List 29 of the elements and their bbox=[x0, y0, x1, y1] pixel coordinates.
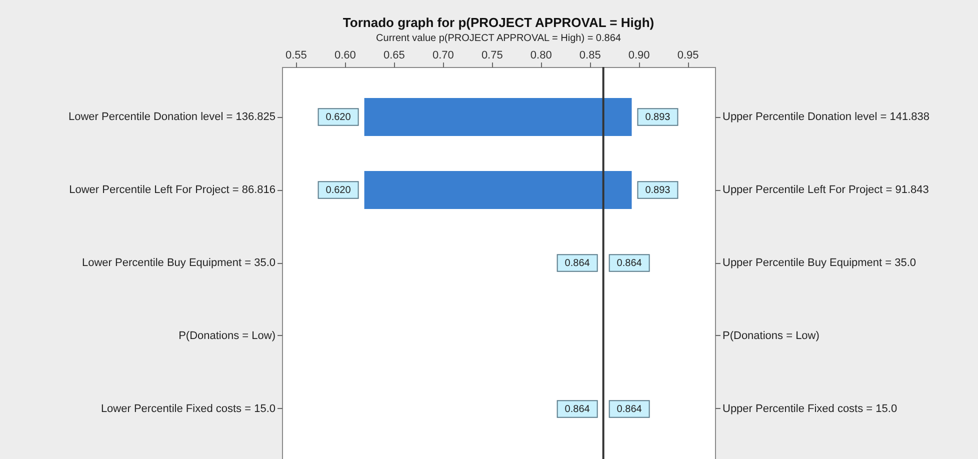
x-tick-label: 0.60 bbox=[334, 50, 356, 62]
y-tick-label: Lower Percentile Fixed costs = 15.0 bbox=[100, 402, 276, 415]
x-tick-label: 0.65 bbox=[383, 50, 405, 62]
y-tick-label: Lower Percentile Left For Project = 86.816 bbox=[69, 184, 276, 196]
y-tick-label: Lower Percentile Donation level = 136.825 bbox=[68, 111, 276, 124]
y2-tick-label: Upper Percentile Donation level = 141.838 bbox=[722, 111, 930, 124]
y2-tick-label: P(Donations = Low) bbox=[722, 330, 820, 342]
y2-tick-label: Upper Percentile Fixed costs = 15.0 bbox=[722, 402, 898, 415]
annotation: 0.620 bbox=[326, 112, 352, 124]
x-tick-label: 0.90 bbox=[628, 50, 650, 62]
annotation: 0.864 bbox=[616, 258, 642, 269]
annotation: 0.893 bbox=[645, 185, 671, 196]
y-tick-label: P(Donations = Low) bbox=[178, 330, 276, 342]
chart-title: Tornado graph for p(PROJECT APPROVAL = High) bbox=[342, 15, 654, 30]
x-tick-label: 0.80 bbox=[530, 50, 552, 62]
x-tick-label: 0.85 bbox=[579, 50, 601, 62]
y-tick-label: Lower Percentile Buy Equipment = 35.0 bbox=[82, 257, 276, 269]
x-tick-label: 0.70 bbox=[432, 50, 454, 62]
annotation: 0.893 bbox=[645, 112, 671, 124]
annotation: 0.864 bbox=[564, 404, 590, 415]
annotation: 0.620 bbox=[326, 185, 352, 196]
chart-subtitle: Current value p(PROJECT APPROVAL = High) = 0.864 bbox=[376, 33, 622, 44]
x-tick-label: 0.95 bbox=[677, 50, 699, 62]
x-tick-label: 0.75 bbox=[481, 50, 503, 62]
y2-tick-label: Upper Percentile Buy Equipment = 35.0 bbox=[722, 257, 916, 269]
annotation: 0.864 bbox=[616, 404, 642, 415]
x-tick-label: 0.55 bbox=[286, 50, 307, 62]
y2-tick-label: Upper Percentile Left For Project = 91.843 bbox=[722, 184, 929, 196]
annotation: 0.864 bbox=[564, 258, 590, 269]
